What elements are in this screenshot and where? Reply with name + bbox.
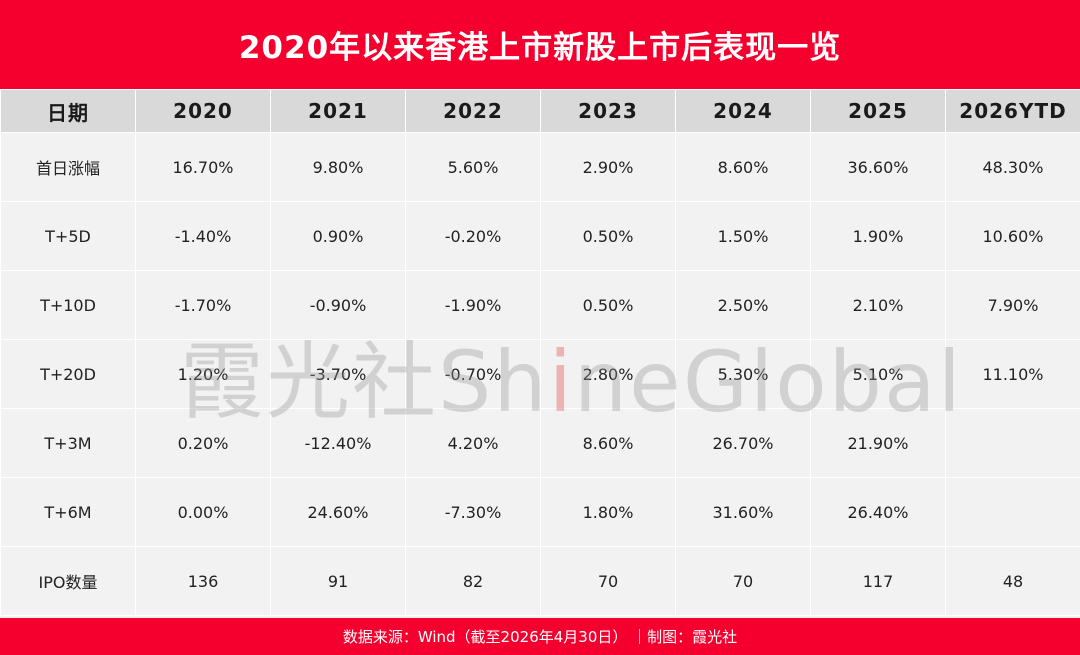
table-cell: 26.70%: [675, 408, 811, 478]
table-cell: [945, 408, 1080, 478]
table-row: 首日涨幅 16.70% 9.80% 5.60% 2.90% 8.60% 36.60% 48.3…: [0, 132, 1080, 202]
column-header: 2023: [540, 89, 676, 133]
row-label: T+3M: [0, 408, 136, 478]
table-cell: 1.80%: [540, 477, 676, 547]
table-row: T+6M 0.00% 24.60% -7.30% 1.80% 31.60% 26.40%: [0, 477, 1080, 547]
table-cell: 8.60%: [675, 132, 811, 202]
column-header: 日期: [0, 89, 136, 133]
table-cell: 0.50%: [540, 270, 676, 340]
table-cell: 24.60%: [270, 477, 406, 547]
table-cell: 2.90%: [540, 132, 676, 202]
table-cell: 82: [405, 546, 541, 616]
column-header: 2025: [810, 89, 946, 133]
row-label: T+20D: [0, 339, 136, 409]
table-row: T+5D -1.40% 0.90% -0.20% 0.50% 1.50% 1.90% 10.6…: [0, 201, 1080, 271]
table-cell: 1.20%: [135, 339, 271, 409]
column-header: 2022: [405, 89, 541, 133]
table-cell: 10.60%: [945, 201, 1080, 271]
column-header: 2024: [675, 89, 811, 133]
table-cell: 11.10%: [945, 339, 1080, 409]
table-cell: 0.90%: [270, 201, 406, 271]
table-cell: -0.20%: [405, 201, 541, 271]
table-cell: -1.40%: [135, 201, 271, 271]
footer-source: 数据来源：Wind（截至2026年4月30日） ｜制图：霞光社: [342, 628, 738, 646]
table-cell: 70: [540, 546, 676, 616]
table-container: 日期 2020 2021 2022 2023 2024 2025 2026YTD…: [0, 89, 1080, 618]
column-header: 2026YTD: [945, 89, 1080, 133]
table-cell: 26.40%: [810, 477, 946, 547]
table-cell: -3.70%: [270, 339, 406, 409]
table-cell: 1.50%: [675, 201, 811, 271]
table-cell: 2.50%: [675, 270, 811, 340]
table-cell: -0.90%: [270, 270, 406, 340]
row-label: T+6M: [0, 477, 136, 547]
table-cell: 16.70%: [135, 132, 271, 202]
table-cell: 91: [270, 546, 406, 616]
table-cell: 0.50%: [540, 201, 676, 271]
table-cell: 48.30%: [945, 132, 1080, 202]
table-row: T+20D 1.20% -3.70% -0.70% 2.80% 5.30% 5.10% 11.…: [0, 339, 1080, 409]
table-cell: 2.80%: [540, 339, 676, 409]
table-cell: -12.40%: [270, 408, 406, 478]
chart-title: 2020年以来香港上市新股上市后表现一览: [238, 30, 842, 66]
column-header: 2020: [135, 89, 271, 133]
table-cell: 5.10%: [810, 339, 946, 409]
table-cell: 7.90%: [945, 270, 1080, 340]
table-row: T+10D -1.70% -0.90% -1.90% 0.50% 2.50% 2.10% 7.…: [0, 270, 1080, 340]
table-cell: -7.30%: [405, 477, 541, 547]
table-cell: 70: [675, 546, 811, 616]
row-label: T+5D: [0, 201, 136, 271]
table-cell: 0.00%: [135, 477, 271, 547]
table-cell: 9.80%: [270, 132, 406, 202]
table-cell: 136: [135, 546, 271, 616]
table-cell: -1.70%: [135, 270, 271, 340]
column-header: 2021: [270, 89, 406, 133]
table-cell: 48: [945, 546, 1080, 616]
table-cell: 21.90%: [810, 408, 946, 478]
table-cell: -0.70%: [405, 339, 541, 409]
table-cell: 5.60%: [405, 132, 541, 202]
table-cell: [945, 477, 1080, 547]
table-cell: 0.20%: [135, 408, 271, 478]
table-body: 首日涨幅 16.70% 9.80% 5.60% 2.90% 8.60% 36.60% 48.3…: [0, 132, 1080, 616]
table-cell: 2.10%: [810, 270, 946, 340]
table-cell: 117: [810, 546, 946, 616]
table-row: IPO数量 136 91 82 70 70 117 48: [0, 546, 1080, 616]
table-cell: 1.90%: [810, 201, 946, 271]
data-table: 日期 2020 2021 2022 2023 2024 2025 2026YTD…: [0, 89, 1080, 616]
table-cell: 36.60%: [810, 132, 946, 202]
table-cell: -1.90%: [405, 270, 541, 340]
table-cell: 31.60%: [675, 477, 811, 547]
table-cell: 8.60%: [540, 408, 676, 478]
table-row: T+3M 0.20% -12.40% 4.20% 8.60% 26.70% 21.90%: [0, 408, 1080, 478]
title-bar: 2020年以来香港上市新股上市后表现一览: [0, 0, 1080, 89]
table-cell: 4.20%: [405, 408, 541, 478]
footer: 数据来源：Wind（截至2026年4月30日） ｜制图：霞光社: [0, 618, 1080, 655]
row-label: 首日涨幅: [0, 132, 136, 202]
table-cell: 5.30%: [675, 339, 811, 409]
row-label: T+10D: [0, 270, 136, 340]
row-label: IPO数量: [0, 546, 136, 616]
header-row: 日期 2020 2021 2022 2023 2024 2025 2026YTD: [0, 89, 1080, 133]
